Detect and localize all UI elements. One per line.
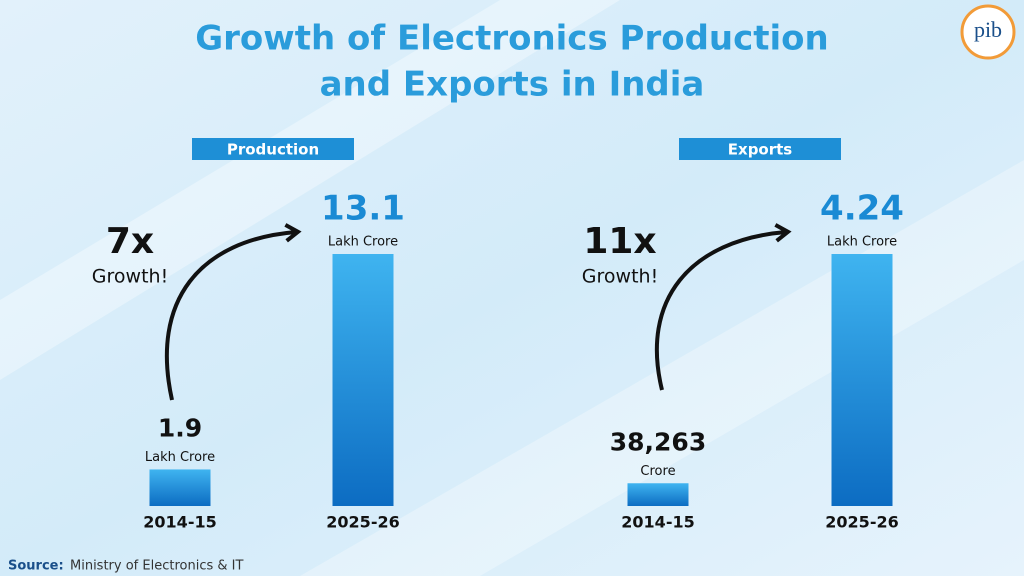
annotation-value: 7x [106,221,154,262]
x-tick-label: 2014-15 [143,513,216,532]
bar [332,254,394,506]
chart-title-box [679,138,841,160]
chart-title-box [192,138,354,160]
x-tick-label: 2014-15 [621,513,694,532]
value-label: 13.1 [321,189,405,229]
logo [960,4,1016,60]
bar [627,483,689,506]
x-tick-label: 2025-26 [326,513,399,532]
title-line: Growth of Electronics Production [195,19,829,59]
value-unit: Crore [640,464,675,479]
logo-text: pib [974,17,1002,42]
value-unit: Lakh Crore [328,235,398,250]
x-tick-label: 2025-26 [825,513,898,532]
streak [0,0,620,380]
value-unit: Lakh Crore [827,235,897,250]
bar [831,254,893,506]
value-unit: Lakh Crore [145,450,215,465]
annotation-text: Growth! [92,266,168,288]
annotation-text: Growth! [582,266,658,288]
chart-title: Exports [728,141,793,159]
value-label: 1.9 [158,413,202,442]
bar [149,469,211,506]
growth-arrow [164,223,302,401]
source-text: Ministry of Electronics & IT [70,559,243,574]
value-label: 4.24 [820,189,904,229]
source-label: Source: [8,559,64,574]
growth-arrow [654,223,792,391]
value-label: 38,263 [610,427,706,456]
annotation-value: 11x [583,221,656,262]
title-line: and Exports in India [320,65,705,105]
chart-title: Production [227,141,319,159]
